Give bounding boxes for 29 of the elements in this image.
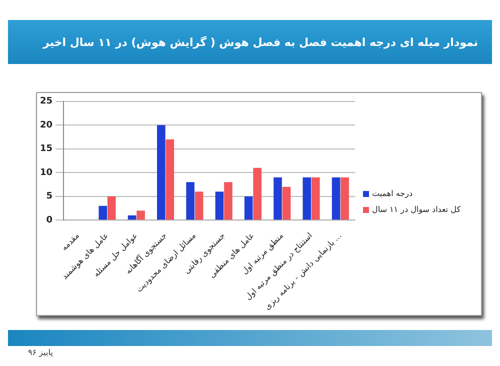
bar xyxy=(157,125,166,220)
legend-label: کل تعداد سوال در ۱۱ سال xyxy=(372,205,460,214)
y-tick-label: 25 xyxy=(40,96,53,107)
y-tick-label: 20 xyxy=(40,120,53,130)
bar xyxy=(136,210,145,220)
bar xyxy=(302,177,312,220)
bar xyxy=(215,192,224,220)
bar xyxy=(224,182,232,220)
bar xyxy=(282,186,291,220)
bar xyxy=(166,139,174,220)
y-tick-label: 15 xyxy=(40,144,53,154)
bar xyxy=(312,177,320,220)
x-tick-label: مقدمه xyxy=(60,231,81,252)
bar xyxy=(244,196,253,220)
bar xyxy=(332,177,340,220)
bar xyxy=(98,206,108,220)
y-tick-label: 10 xyxy=(40,168,53,178)
chart-title: نمودار میله ای درجه اهمیت فصل به فصل هوش ( گرایش هوش) در ۱۱ سال اخیر xyxy=(42,36,479,48)
bar xyxy=(340,177,349,220)
bar xyxy=(128,215,136,220)
bar xyxy=(186,182,194,220)
y-tick-label: 0 xyxy=(46,215,53,226)
bar xyxy=(253,168,262,220)
bar xyxy=(107,196,116,220)
y-tick-label: 5 xyxy=(46,192,53,202)
text: پاییز ۹۶ xyxy=(28,348,53,357)
legend-label: درجه اهمیت xyxy=(372,189,413,198)
bar xyxy=(274,177,282,220)
bar xyxy=(194,192,204,220)
